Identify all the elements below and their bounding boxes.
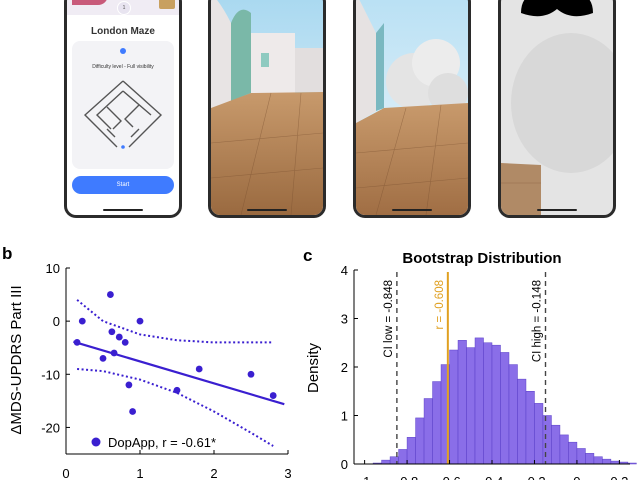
histogram-bar: [406, 437, 416, 465]
data-point: [129, 408, 137, 415]
data-point: [195, 365, 203, 373]
data-point: [247, 370, 255, 378]
app-title: London Maze: [91, 26, 155, 37]
data-point: [78, 317, 86, 325]
histogram-bar: [474, 337, 484, 465]
histogram-bar: [559, 434, 569, 465]
histogram-bar: [525, 391, 535, 465]
maze-view-3: [501, 0, 613, 215]
data-point: [121, 339, 129, 346]
home-indicator: [247, 209, 287, 211]
histogram-bar: [508, 364, 518, 465]
histogram-bar: [551, 424, 561, 465]
histogram-x-tick-label: -0.6: [438, 474, 460, 480]
difficulty-label: Difficulty level - Full visibility: [92, 64, 154, 70]
eye-icon: [120, 48, 126, 54]
histogram-x-tick-label: -0.2: [523, 474, 545, 480]
histogram-y-tick-label: 1: [341, 409, 348, 424]
data-point: [125, 381, 133, 389]
histogram-bar: [415, 417, 425, 465]
scatter-x-tick-label: 2: [210, 466, 217, 480]
annotation-label: CI low = -0.848: [383, 280, 395, 358]
histogram-bar: [542, 415, 552, 465]
histogram-bar: [423, 398, 433, 465]
data-point: [99, 354, 107, 362]
histogram-x-tick-label: -0.4: [481, 474, 503, 480]
panel-b-letter: b: [2, 244, 13, 263]
level-badge: 1: [117, 1, 131, 15]
histogram-y-tick-label: 0: [341, 457, 348, 472]
histogram-bar: [381, 459, 391, 465]
clock-tower-icon: [159, 0, 175, 9]
maze-view-1: [211, 0, 323, 215]
scatter-x-tick-label: 3: [284, 466, 291, 480]
data-point: [107, 291, 114, 298]
phone-menu-screen: 1 London Maze Difficulty level - Full vi…: [64, 0, 182, 218]
histogram-bar: [602, 458, 612, 465]
menu-screen: 1 London Maze Difficulty level - Full vi…: [67, 0, 179, 215]
scatter-y-axis-label: ΔMDS-UPDRS Part III: [8, 285, 25, 434]
data-point: [269, 392, 277, 399]
home-indicator: [537, 209, 577, 211]
data-point: [73, 339, 81, 346]
regression-line: [73, 340, 285, 406]
phone-maze-view-2: [353, 0, 471, 218]
panel-c-letter: c: [303, 246, 313, 265]
phone-maze-view-1: [208, 0, 326, 218]
histogram-bar: [593, 456, 603, 465]
histogram-bar: [568, 441, 578, 465]
data-point: [110, 349, 118, 357]
data-point: [108, 328, 116, 336]
histogram-bar: [398, 449, 408, 465]
flag-decoration: [72, 0, 108, 5]
legend-label: DopApp, r = -0.61*: [108, 435, 216, 450]
histogram-x-tick-label: 0.2: [610, 474, 628, 480]
scatter-y-tick-label: -10: [41, 367, 60, 382]
histogram-bar: [500, 352, 510, 465]
ci-upper-bound: [76, 299, 274, 344]
histogram-x-tick-label: -0.8: [396, 474, 418, 480]
histogram-chart: Bootstrap Distribution Density CI low = …: [305, 250, 637, 480]
data-point: [136, 317, 144, 325]
histogram-bar: [517, 378, 527, 465]
histogram-bar: [457, 340, 467, 465]
histogram-bar: [576, 448, 586, 465]
histogram-y-tick-label: 4: [341, 263, 348, 278]
phone-maze-view-3: [498, 0, 616, 218]
start-button[interactable]: Start: [72, 176, 174, 194]
histogram-bar: [432, 381, 442, 465]
scatter-y-tick-label: 0: [53, 314, 60, 329]
histogram-x-tick-label: 0: [573, 474, 580, 480]
scatter-y-tick-label: -20: [41, 420, 60, 435]
histogram-y-tick-label: 2: [341, 360, 348, 375]
scatter-y-tick-label: 10: [46, 261, 60, 276]
scatter-x-tick-label: 0: [62, 466, 69, 480]
histogram-x-tick-label: -1: [359, 474, 371, 480]
legend-marker: [91, 437, 101, 447]
histogram-bar: [483, 342, 493, 465]
maze-preview: [83, 80, 163, 149]
histogram-bar: [491, 344, 501, 465]
annotation-label: r = -0.608: [434, 280, 446, 330]
annotation-label: CI high = -0.148: [532, 280, 544, 362]
histogram-bar: [534, 403, 544, 465]
data-point: [115, 333, 123, 341]
histogram-bar: [466, 347, 476, 465]
scatter-x-tick-label: 1: [136, 466, 143, 480]
home-indicator: [103, 209, 143, 211]
home-indicator: [392, 209, 432, 211]
histogram-title: Bootstrap Distribution: [402, 250, 561, 267]
histogram-y-tick-label: 3: [341, 312, 348, 327]
scatter-chart: ΔMDS-UPDRS Part III 0 1 2 3 10 0 -10 -20 DopApp…: [8, 261, 292, 480]
histogram-y-axis-label: Density: [305, 342, 322, 393]
maze-view-2: [356, 0, 468, 215]
histogram-bar: [449, 349, 459, 465]
data-point: [173, 386, 181, 394]
histogram-bar: [585, 453, 595, 465]
